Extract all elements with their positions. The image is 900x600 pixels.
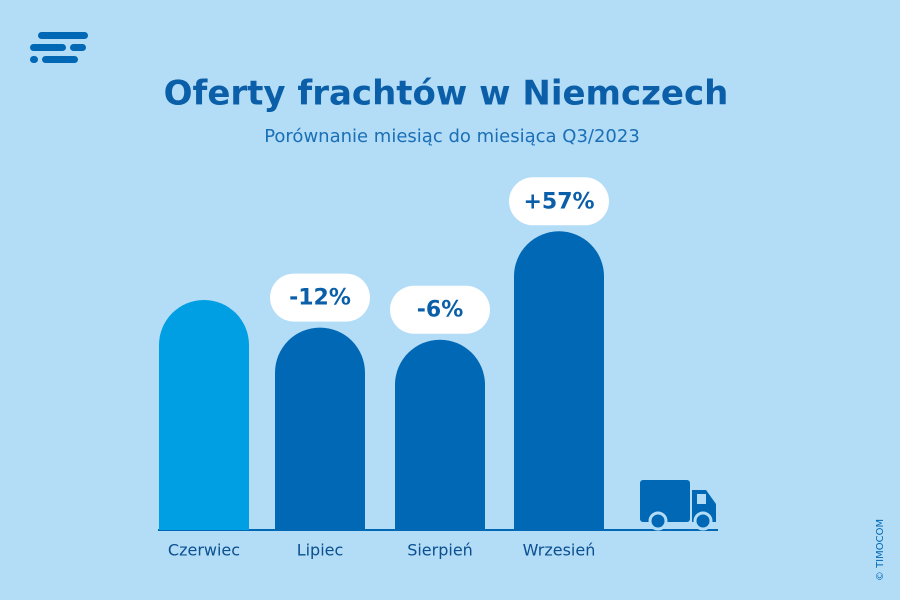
x-tick-label: Wrzesień xyxy=(523,541,596,560)
value-label-pill xyxy=(270,273,370,322)
value-label: -6% xyxy=(417,298,463,323)
bar xyxy=(514,231,604,530)
chart-title: Oferty frachtów w Niemczech xyxy=(164,74,729,114)
bar xyxy=(275,327,366,530)
bar xyxy=(159,300,249,530)
source-note: © TIMOCOM xyxy=(875,519,886,581)
bar xyxy=(395,339,485,530)
value-label-pill xyxy=(509,177,609,226)
x-tick-label: Sierpień xyxy=(407,541,473,560)
value-label-pill xyxy=(390,285,490,334)
x-tick-label: Czerwiec xyxy=(168,541,240,560)
truck-icon xyxy=(640,480,716,531)
value-label: +57% xyxy=(523,189,594,214)
chart-subtitle: Porównanie miesiąc do miesiąca Q3/2023 xyxy=(264,126,640,147)
logo xyxy=(30,32,88,63)
x-tick-label: Lipiec xyxy=(297,541,344,560)
value-label: -12% xyxy=(289,286,351,311)
